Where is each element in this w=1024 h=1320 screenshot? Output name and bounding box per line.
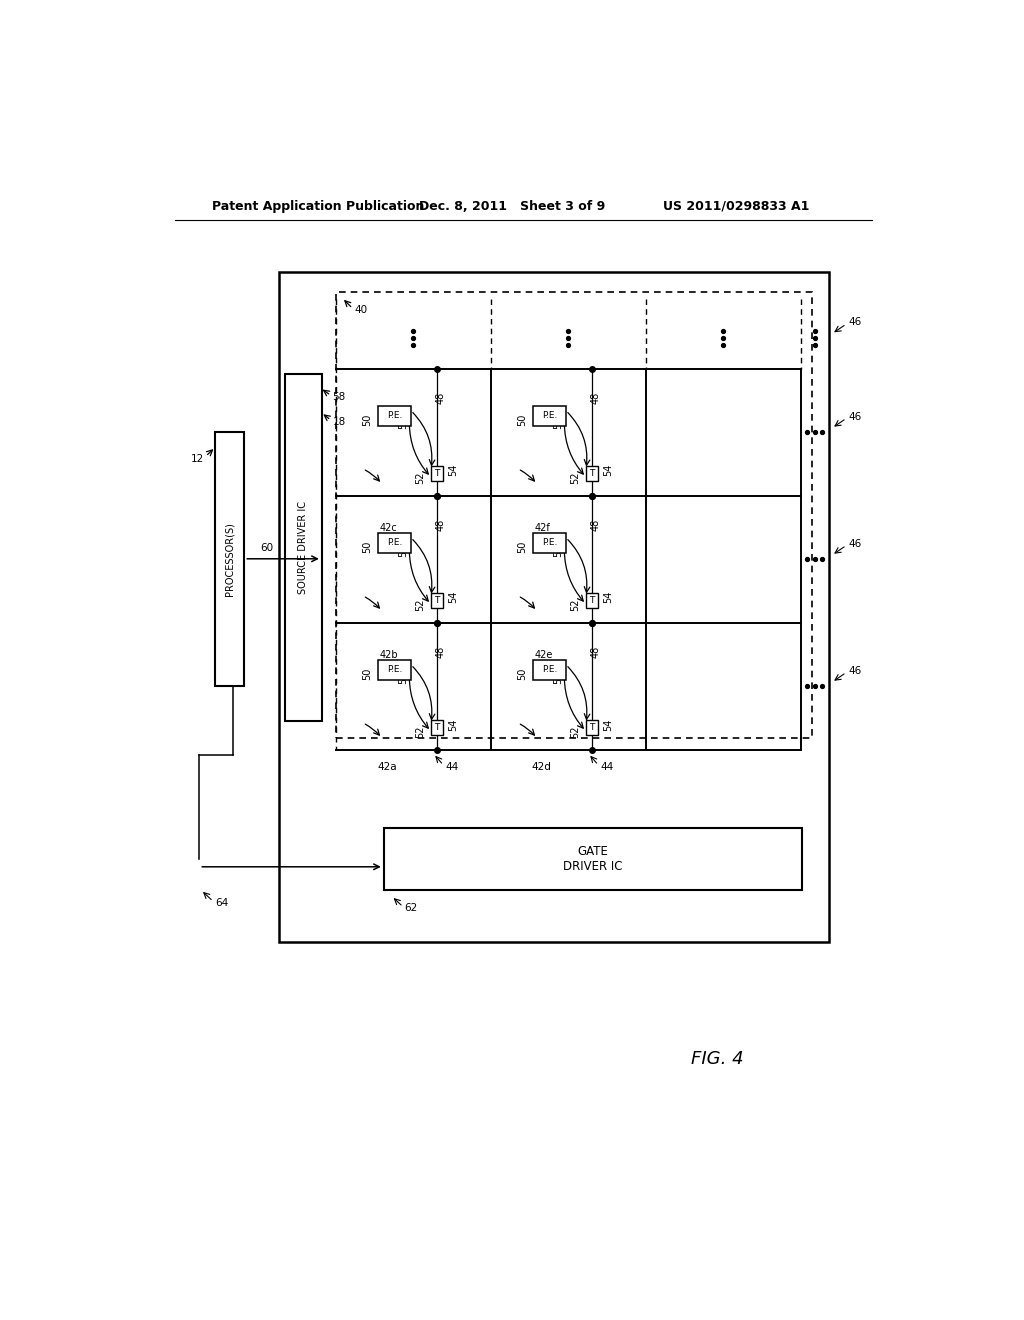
Bar [285,374,322,721]
Text: 54: 54 [603,465,613,477]
Text: PROCESSOR(S): PROCESSOR(S) [224,521,234,595]
Text: 48: 48 [435,645,445,659]
Text: T: T [590,469,595,478]
Bar [534,405,566,425]
Text: 56: 56 [397,544,408,557]
Bar [378,660,411,680]
Bar [586,593,598,609]
Text: P.E.: P.E. [387,665,402,675]
Text: 12: 12 [190,454,204,463]
Bar [336,292,812,738]
Text: T: T [434,469,440,478]
Text: P.E.: P.E. [542,539,557,546]
Text: 46: 46 [848,539,861,549]
Bar [586,466,598,480]
Bar [378,405,411,425]
Bar [534,660,566,680]
Text: 50: 50 [517,414,527,426]
Bar [215,432,245,686]
Text: SOURCE DRIVER IC: SOURCE DRIVER IC [298,500,308,594]
Text: 52: 52 [570,599,581,611]
Text: 46: 46 [848,412,861,421]
Text: 50: 50 [362,414,372,426]
Text: P.E.: P.E. [542,411,557,420]
Text: 54: 54 [603,591,613,603]
Text: T: T [434,723,440,731]
Text: 48: 48 [590,392,600,404]
Text: 56: 56 [397,671,408,684]
Bar [431,719,443,735]
Text: FIG. 4: FIG. 4 [690,1051,743,1068]
Text: 54: 54 [449,718,458,730]
Text: 58: 58 [333,392,346,403]
Bar [378,533,411,553]
Text: 42b: 42b [380,649,398,660]
Text: 54: 54 [449,465,458,477]
Text: 48: 48 [435,519,445,531]
Text: 50: 50 [517,541,527,553]
Text: 42a: 42a [377,762,396,772]
Text: 54: 54 [449,591,458,603]
Bar [431,466,443,480]
Text: 44: 44 [600,762,613,772]
Text: P.E.: P.E. [387,539,402,546]
Text: 46: 46 [848,317,861,327]
Text: T: T [434,595,440,605]
Text: 18: 18 [333,417,346,426]
Text: 50: 50 [362,541,372,553]
Text: 42d: 42d [531,762,552,772]
Text: 42e: 42e [535,649,553,660]
Text: 60: 60 [260,543,273,553]
Text: 42f: 42f [535,523,551,533]
Text: 48: 48 [590,645,600,659]
Text: 64: 64 [215,898,228,908]
Text: T: T [590,723,595,731]
Text: 54: 54 [603,718,613,730]
Text: 52: 52 [415,726,425,738]
Text: 48: 48 [435,392,445,404]
Text: 56: 56 [553,671,563,684]
Text: US 2011/0298833 A1: US 2011/0298833 A1 [663,199,809,213]
Text: 62: 62 [404,903,418,913]
Text: 48: 48 [590,519,600,531]
Text: Dec. 8, 2011   Sheet 3 of 9: Dec. 8, 2011 Sheet 3 of 9 [419,199,605,213]
Bar [431,593,443,609]
Text: P.E.: P.E. [542,665,557,675]
Text: 52: 52 [570,471,581,484]
Text: 52: 52 [415,471,425,484]
Text: GATE
DRIVER IC: GATE DRIVER IC [563,845,623,873]
Text: 56: 56 [397,417,408,429]
Text: Patent Application Publication: Patent Application Publication [212,199,424,213]
Text: 56: 56 [553,417,563,429]
Text: 50: 50 [517,668,527,681]
Bar [384,829,802,890]
Text: 52: 52 [415,599,425,611]
Text: 40: 40 [354,305,368,315]
Text: 44: 44 [445,762,458,772]
Bar [586,719,598,735]
Text: P.E.: P.E. [387,411,402,420]
Text: 52: 52 [570,726,581,738]
Text: 50: 50 [362,668,372,681]
Text: 56: 56 [553,544,563,557]
Bar [534,533,566,553]
Text: T: T [590,595,595,605]
Bar [280,272,829,942]
Text: 46: 46 [848,665,861,676]
Text: 42c: 42c [380,523,397,533]
